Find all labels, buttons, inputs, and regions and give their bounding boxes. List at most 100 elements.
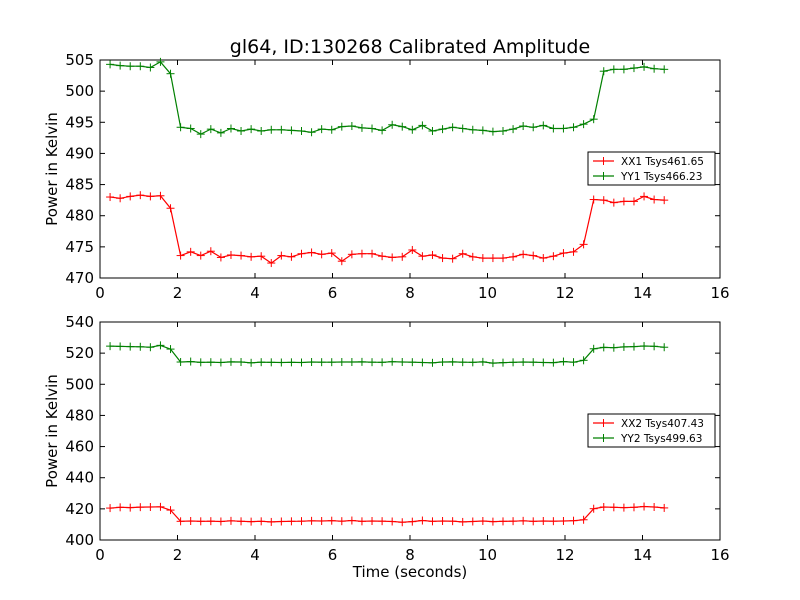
x-tick-label: 8 bbox=[405, 546, 415, 564]
data-point bbox=[559, 249, 568, 258]
data-point bbox=[307, 516, 316, 525]
data-point bbox=[307, 358, 316, 367]
data-point bbox=[146, 343, 155, 352]
data-point bbox=[458, 358, 467, 367]
data-point bbox=[357, 123, 366, 132]
data-point bbox=[297, 127, 306, 136]
data-point bbox=[337, 257, 346, 266]
data-point bbox=[106, 60, 115, 69]
data-point bbox=[166, 204, 175, 213]
data-point bbox=[186, 517, 195, 526]
y-tick-label: 540 bbox=[65, 313, 94, 331]
legend: XX1 Tsys461.65 YY1 Tsys466.23 bbox=[587, 151, 716, 186]
data-point bbox=[488, 127, 497, 136]
data-point bbox=[589, 504, 598, 513]
data-point bbox=[569, 247, 578, 256]
data-point bbox=[146, 502, 155, 511]
data-point bbox=[287, 252, 296, 261]
y-tick-label: 400 bbox=[65, 531, 94, 549]
data-point bbox=[116, 194, 125, 203]
data-point bbox=[458, 124, 467, 133]
data-point bbox=[277, 517, 286, 526]
data-point bbox=[267, 259, 276, 268]
data-point bbox=[126, 62, 135, 71]
y-tick-label: 480 bbox=[65, 406, 94, 424]
data-point bbox=[398, 252, 407, 261]
y-tick-label: 475 bbox=[65, 238, 94, 256]
data-point bbox=[579, 240, 588, 249]
data-point bbox=[247, 252, 256, 261]
legend-entry: YY1 Tsys466.23 bbox=[593, 171, 702, 183]
data-point bbox=[619, 503, 628, 512]
data-point bbox=[226, 124, 235, 133]
data-point bbox=[519, 122, 528, 131]
data-point bbox=[458, 517, 467, 526]
data-point bbox=[499, 254, 507, 263]
data-point bbox=[247, 125, 256, 134]
data-point bbox=[267, 517, 276, 526]
data-point bbox=[529, 358, 538, 367]
data-point bbox=[176, 517, 185, 526]
data-point bbox=[488, 359, 497, 368]
data-point bbox=[337, 358, 346, 367]
legend-label: XX1 Tsys461.65 bbox=[621, 156, 704, 168]
data-point bbox=[247, 517, 256, 526]
data-point bbox=[267, 358, 276, 367]
data-point bbox=[509, 252, 518, 261]
data-point bbox=[650, 64, 659, 73]
data-point bbox=[146, 63, 155, 72]
data-point bbox=[599, 196, 608, 205]
data-point bbox=[629, 503, 638, 512]
data-point bbox=[660, 65, 669, 74]
data-point bbox=[156, 341, 165, 350]
data-point bbox=[529, 251, 538, 260]
data-point bbox=[226, 250, 235, 259]
chart-title: gl64, ID:130268 Calibrated Amplitude bbox=[230, 36, 590, 58]
x-tick-label: 2 bbox=[173, 546, 183, 564]
data-point bbox=[589, 115, 598, 124]
data-point bbox=[519, 358, 528, 367]
data-point bbox=[126, 503, 135, 512]
data-point bbox=[579, 120, 588, 129]
data-point bbox=[559, 124, 568, 133]
data-point bbox=[357, 249, 366, 258]
legend-entry: XX1 Tsys461.65 bbox=[593, 156, 704, 168]
data-point bbox=[478, 517, 487, 526]
data-point bbox=[357, 357, 366, 366]
data-point bbox=[216, 358, 225, 367]
data-point bbox=[499, 517, 507, 526]
data-point bbox=[458, 249, 467, 258]
data-point bbox=[448, 254, 457, 263]
data-point bbox=[297, 517, 306, 526]
data-point bbox=[539, 517, 548, 526]
data-point bbox=[216, 253, 225, 262]
y-tick-label: 495 bbox=[65, 113, 94, 131]
x-tick-label: 12 bbox=[555, 546, 574, 564]
data-point bbox=[629, 197, 638, 206]
data-point bbox=[589, 195, 598, 204]
data-point bbox=[226, 357, 235, 366]
data-point bbox=[609, 343, 618, 352]
data-point bbox=[629, 64, 638, 73]
data-point bbox=[428, 127, 437, 136]
data-point bbox=[106, 504, 115, 513]
data-point bbox=[297, 249, 306, 258]
data-point bbox=[378, 517, 387, 526]
top-chart: 0 2 4 6 8 10 12 14 16 470 475 480 485 490 495 500 505 Pow… bbox=[43, 51, 730, 302]
data-point bbox=[257, 358, 266, 367]
data-point bbox=[267, 125, 276, 134]
data-point bbox=[237, 358, 246, 367]
data-point bbox=[196, 130, 205, 139]
data-point bbox=[156, 191, 165, 200]
legend-entry: XX2 Tsys407.43 bbox=[593, 418, 704, 430]
data-point bbox=[478, 254, 487, 263]
y-tick-label: 500 bbox=[65, 375, 94, 393]
bottom-chart: 0 2 4 6 8 10 12 14 16 400 420 440 460 480 500 520 540 Pow… bbox=[43, 313, 730, 581]
data-point bbox=[216, 517, 225, 526]
data-point bbox=[549, 252, 558, 261]
data-point bbox=[176, 123, 185, 132]
data-point bbox=[418, 121, 427, 130]
data-point bbox=[418, 252, 427, 261]
data-point bbox=[206, 125, 215, 134]
data-point bbox=[529, 517, 538, 526]
